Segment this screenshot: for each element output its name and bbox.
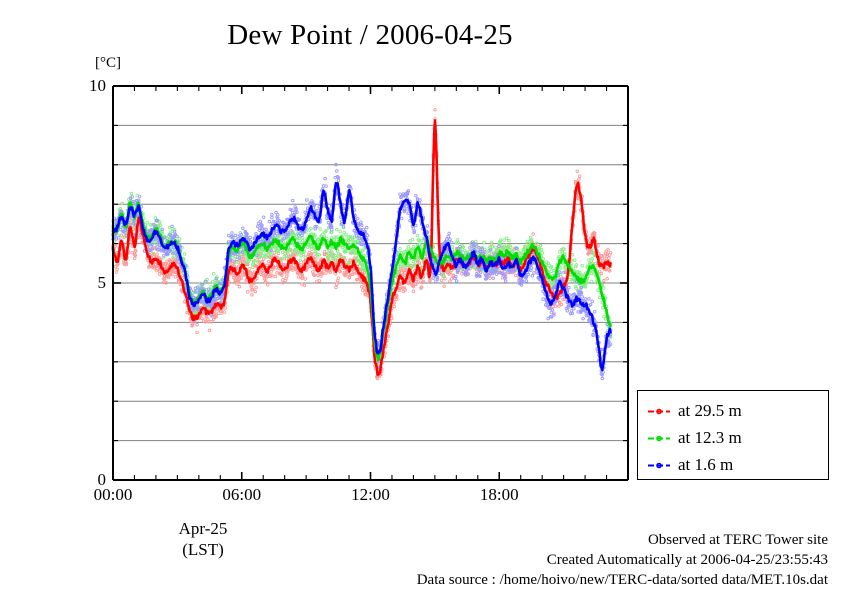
series-scatter-layer — [111, 108, 613, 381]
footer-observed-line: Observed at TERC Tower site — [647, 532, 828, 548]
page-title: Dew Point / 2006-04-25 — [227, 19, 513, 51]
y-tick-label: 5 — [97, 273, 107, 292]
legend-item-1: at 12.3 m — [648, 427, 742, 449]
line-2 — [111, 181, 612, 372]
line-0 — [111, 119, 612, 376]
y-tick-label: 10 — [89, 76, 106, 95]
x-tick-label: 12:00 — [351, 485, 390, 504]
x-axis-caption: Apr-25 (LST) — [113, 518, 293, 560]
x-tick-label: 06:00 — [222, 485, 262, 504]
series-line-layer — [111, 119, 612, 376]
x-tick-label: 00:00 — [93, 485, 133, 504]
legend-label-2: at 1.6 m — [678, 455, 734, 474]
legend-line-marker-icon — [648, 460, 670, 471]
legend-item-0: at 29.5 m — [648, 400, 742, 422]
legend: at 29.5 m at 12.3 m at 1.6 m — [637, 390, 829, 480]
footer: Observed at TERC Tower site Created Auto… — [0, 530, 828, 590]
legend-line-marker-icon — [648, 433, 670, 444]
y-axis-unit-label: [°C] — [95, 55, 121, 71]
footer-created-line: Created Automatically at 2006-04-25/23:5… — [546, 552, 828, 568]
y-tick-label: 0 — [97, 470, 107, 489]
legend-line-marker-icon — [648, 406, 670, 417]
footer-datasource-line: Data source : /home/hoivo/new/TERC-data/… — [416, 572, 828, 588]
x-axis-timezone: (LST) — [182, 540, 224, 559]
plot-area: 0 5 10 00:00 06:00 12:00 18:00 — [89, 77, 629, 504]
legend-label-1: at 12.3 m — [678, 428, 742, 447]
x-axis-date: Apr-25 — [178, 519, 228, 538]
legend-label-0: at 29.5 m — [678, 401, 742, 420]
axis-ticks — [112, 85, 629, 481]
x-tick-label: 18:00 — [479, 485, 519, 504]
chart-canvas — [111, 85, 629, 481]
legend-item-2: at 1.6 m — [648, 454, 733, 476]
